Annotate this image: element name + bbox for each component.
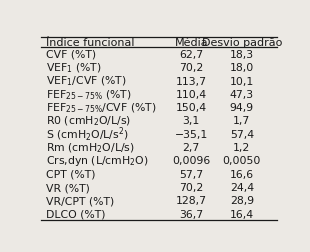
Text: S (cmH$_2$O/L/s$^2$): S (cmH$_2$O/L/s$^2$) (46, 125, 129, 143)
Text: VEF$_1$/CVF (%T): VEF$_1$/CVF (%T) (46, 74, 127, 88)
Text: 150,4: 150,4 (176, 103, 207, 113)
Text: 10,1: 10,1 (230, 76, 254, 86)
Text: 1,2: 1,2 (233, 143, 250, 152)
Text: FEF$_{25-75\%}$ (%T): FEF$_{25-75\%}$ (%T) (46, 88, 132, 101)
Text: Desvio padrão: Desvio padrão (202, 38, 282, 48)
Text: VEF$_1$ (%T): VEF$_1$ (%T) (46, 61, 102, 75)
Text: VR (%T): VR (%T) (46, 182, 90, 192)
Text: 16,6: 16,6 (230, 169, 254, 179)
Text: 70,2: 70,2 (179, 63, 203, 73)
Text: 94,9: 94,9 (230, 103, 254, 113)
Text: 28,9: 28,9 (230, 196, 254, 205)
Text: 113,7: 113,7 (176, 76, 207, 86)
Text: 62,7: 62,7 (179, 50, 203, 60)
Text: 16,4: 16,4 (230, 209, 254, 219)
Text: 47,3: 47,3 (230, 89, 254, 100)
Text: 110,4: 110,4 (176, 89, 207, 100)
Text: 18,3: 18,3 (230, 50, 254, 60)
Text: Média: Média (175, 38, 208, 48)
Text: −35,1: −35,1 (175, 129, 208, 139)
Text: Índice funcional: Índice funcional (46, 38, 135, 48)
Text: FEF$_{25-75\%}$/CVF (%T): FEF$_{25-75\%}$/CVF (%T) (46, 101, 157, 114)
Text: Rm (cmH$_2$O/L/s): Rm (cmH$_2$O/L/s) (46, 141, 135, 154)
Text: CVF (%T): CVF (%T) (46, 50, 96, 60)
Text: 24,4: 24,4 (230, 182, 254, 192)
Text: 18,0: 18,0 (230, 63, 254, 73)
Text: VR/CPT (%T): VR/CPT (%T) (46, 196, 114, 205)
Text: DLCO (%T): DLCO (%T) (46, 209, 105, 219)
Text: 36,7: 36,7 (179, 209, 203, 219)
Text: CPT (%T): CPT (%T) (46, 169, 95, 179)
Text: 0,0050: 0,0050 (223, 156, 261, 166)
Text: 57,7: 57,7 (179, 169, 203, 179)
Text: 70,2: 70,2 (179, 182, 203, 192)
Text: 3,1: 3,1 (183, 116, 200, 126)
Text: Crs,dyn (L/cmH$_2$O): Crs,dyn (L/cmH$_2$O) (46, 154, 148, 168)
Text: 128,7: 128,7 (176, 196, 207, 205)
Text: R0 (cmH$_2$O/L/s): R0 (cmH$_2$O/L/s) (46, 114, 131, 128)
Text: 57,4: 57,4 (230, 129, 254, 139)
Text: 0,0096: 0,0096 (172, 156, 210, 166)
Text: 1,7: 1,7 (233, 116, 250, 126)
Text: 2,7: 2,7 (183, 143, 200, 152)
